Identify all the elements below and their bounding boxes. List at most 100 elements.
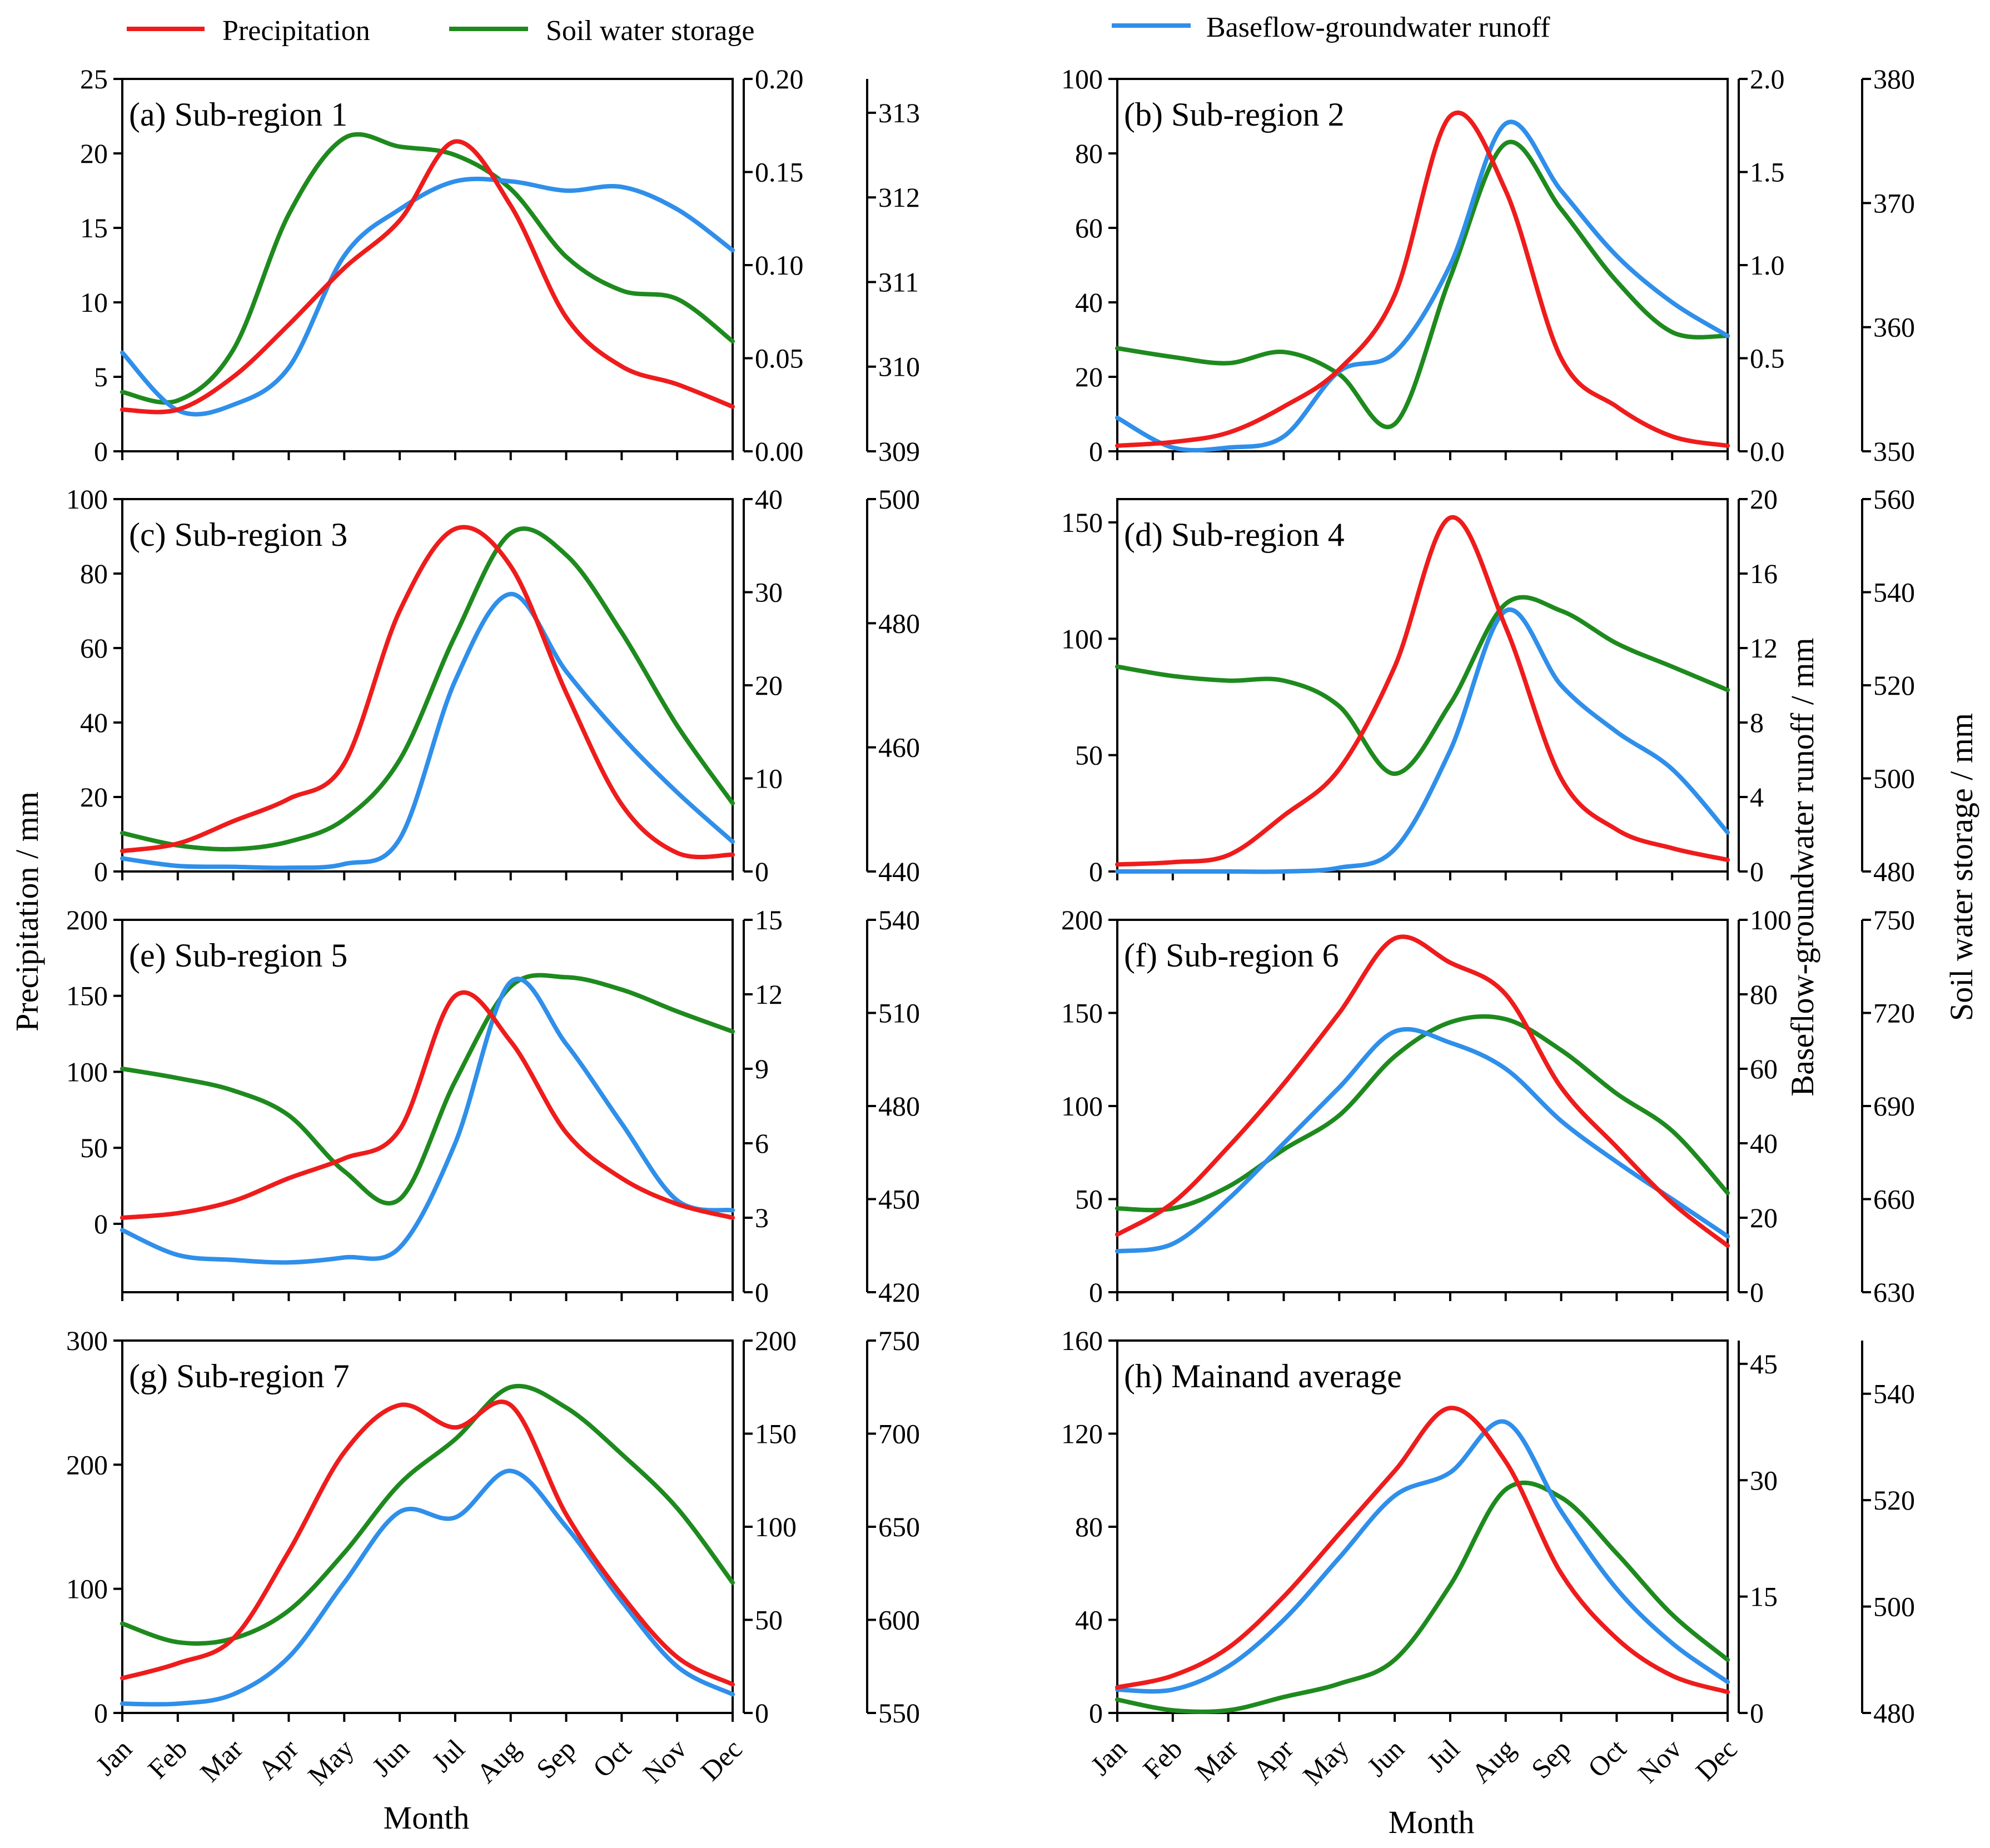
runoff-tick-label: 0 [755,856,769,887]
precip-tick-label: 25 [80,63,108,94]
soil-tick-label: 450 [878,1184,920,1215]
precipitation-line [1115,110,1730,448]
baseflow-groundwater-runoff-line [1115,607,1730,874]
soil-tick-label: 420 [878,1277,920,1308]
soil-water-storage-line [1115,140,1730,430]
panel-title: (b) Sub-region 2 [1124,96,1345,133]
precip-tick-label: 100 [1061,63,1103,94]
runoff-tick-label: 1.5 [1750,157,1785,188]
month-label-oct: Oct [1581,1733,1632,1784]
y-axis-title-soil-water-storage: Soil water storage / mm [1943,713,1979,1021]
panel-title: (d) Sub-region 4 [1124,516,1345,553]
soil-tick-label: 480 [1873,856,1915,887]
precip-tick-label: 100 [1061,1090,1103,1122]
precip-tick-label: 0 [94,1208,108,1239]
baseflow-groundwater-runoff-line [120,1468,735,1707]
precip-tick-label: 160 [1061,1325,1103,1356]
panel-title: (f) Sub-region 6 [1124,937,1339,974]
plot-frame [1116,1339,1729,1714]
soil-tick-label: 750 [1873,904,1915,935]
month-label-sep: Sep [1525,1733,1577,1785]
precip-tick-label: 50 [1075,1184,1103,1215]
precipitation-line [120,139,735,415]
precipitation-line [120,1399,735,1687]
soil-tick-label: 309 [878,436,920,467]
month-label-mar: Mar [194,1733,249,1788]
panel-e-sub-region-5: 0 50 100 150 200 0 3 6 9 12 15 420 450 480 510 540 (e) S… [66,904,920,1308]
soil-tick-label: 550 [878,1697,920,1729]
soil-tick-label: 630 [1873,1277,1915,1308]
plot-frame [1116,78,1729,452]
precip-tick-label: 300 [66,1325,108,1356]
precip-tick-label: 0 [94,436,108,467]
legend: Precipitation Soil water storage Baseflo… [127,12,1550,47]
soil-tick-label: 311 [878,266,919,297]
soil-tick-label: 540 [1873,577,1915,608]
plot-frame [1116,498,1729,873]
precip-tick-label: 100 [66,1573,108,1605]
month-label-jan: Jan [1084,1733,1133,1781]
precip-tick-label: 100 [1061,623,1103,654]
runoff-tick-label: 0.20 [755,63,804,94]
soil-tick-label: 540 [1873,1378,1915,1409]
soil-water-storage-line [120,973,735,1206]
month-label-nov: Nov [1631,1733,1687,1789]
runoff-tick-label: 0.05 [755,343,804,374]
y-axis-title-precipitation: Precipitation / mm [9,791,45,1032]
month-label-jun: Jun [366,1733,415,1782]
precip-tick-label: 120 [1061,1418,1103,1449]
baseflow-groundwater-runoff-line [1115,119,1730,453]
runoff-tick-label: 100 [755,1511,797,1542]
soil-tick-label: 310 [878,351,920,382]
runoff-tick-label: 80 [1750,979,1778,1010]
precip-tick-label: 80 [1075,138,1103,169]
precip-tick-label: 80 [1075,1511,1103,1542]
precip-tick-label: 5 [94,361,108,392]
soil-tick-label: 690 [1873,1090,1915,1122]
precip-tick-label: 100 [66,484,108,515]
soil-tick-label: 370 [1873,187,1915,218]
soil-tick-label: 440 [878,856,920,887]
baseflow-groundwater-runoff-line [120,977,735,1265]
panel-title: (h) Mainand average [1124,1358,1402,1394]
legend-label-precipitation: Precipitation [222,15,370,47]
precipitation-line [120,525,735,860]
runoff-tick-label: 0.15 [755,157,804,188]
month-label-may: May [1297,1733,1355,1791]
soil-tick-label: 480 [1873,1697,1915,1729]
precip-tick-label: 20 [80,138,108,169]
month-label-feb: Feb [142,1733,193,1785]
soil-tick-label: 313 [878,97,920,128]
legend-label-baseflow-groundwater-runoff: Baseflow-groundwater runoff [1206,12,1550,43]
precip-tick-label: 0 [94,856,108,887]
soil-tick-label: 380 [1873,63,1915,94]
runoff-tick-label: 20 [755,670,783,701]
plot-frame [121,1339,734,1714]
panel-d-sub-region-4: 0 50 100 150 0 4 8 12 16 20 480 500 520 540 560 (d) Sub… [1061,484,1915,887]
precip-tick-label: 40 [1075,1605,1103,1636]
runoff-tick-label: 16 [1750,558,1778,589]
soil-water-storage-line [1115,1014,1730,1213]
panel-a-sub-region-1: 0 5 10 15 20 25 0.00 0.05 0.10 0.15 0.20 309 310 311 3… [80,63,920,467]
runoff-tick-label: 0.5 [1750,343,1785,374]
plot-frame [121,919,734,1293]
panel-title: (c) Sub-region 3 [129,516,347,553]
precipitation-line [120,990,735,1220]
month-label-jun: Jun [1361,1733,1410,1782]
soil-tick-label: 650 [878,1511,920,1542]
soil-tick-label: 540 [878,904,920,935]
precip-tick-label: 15 [80,212,108,243]
soil-water-storage-line [120,132,735,405]
precip-tick-label: 50 [80,1132,108,1163]
month-label-dec: Dec [1689,1733,1743,1787]
runoff-tick-label: 1.0 [1750,250,1785,281]
runoff-tick-label: 0.00 [755,436,804,467]
precip-tick-label: 80 [80,558,108,589]
baseflow-groundwater-runoff-line [1115,1027,1730,1254]
precip-tick-label: 60 [80,632,108,664]
precip-tick-label: 0 [1089,1697,1103,1729]
runoff-tick-label: 8 [1750,707,1764,738]
runoff-tick-label: 30 [1750,1465,1778,1496]
panel-title: (a) Sub-region 1 [129,96,347,133]
